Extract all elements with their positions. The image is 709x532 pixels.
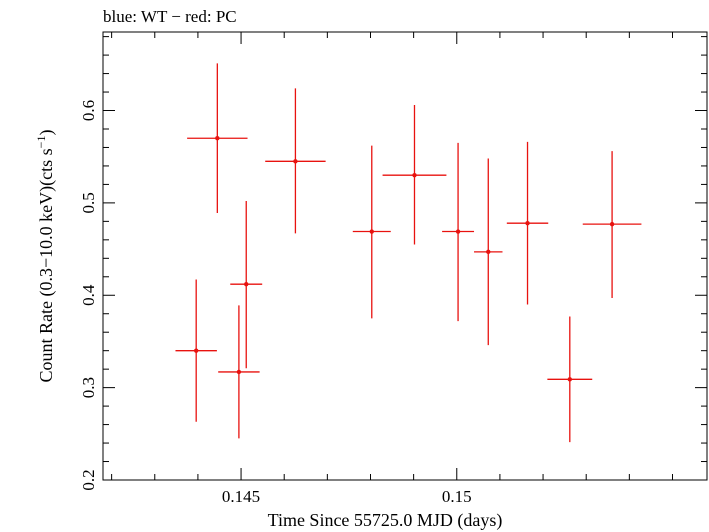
axis-ticks — [103, 32, 707, 481]
data-point — [382, 104, 447, 245]
data-point — [474, 158, 503, 346]
point-marker — [412, 172, 417, 178]
y-tick-label: 0.2 — [79, 469, 98, 490]
y-tick-label: 0.4 — [79, 284, 98, 306]
x-axis-label: Time Since 55725.0 MJD (days) — [268, 510, 503, 531]
data-series — [175, 63, 642, 443]
point-marker — [609, 221, 615, 227]
point-marker — [525, 221, 530, 226]
data-point — [175, 279, 217, 422]
data-point — [506, 141, 549, 305]
y-tick-label: 0.3 — [79, 377, 98, 398]
point-marker — [244, 281, 249, 287]
point-marker — [567, 377, 573, 382]
y-tick-label: 0.6 — [79, 100, 98, 121]
point-marker — [369, 229, 374, 234]
data-point — [582, 151, 642, 299]
data-point — [230, 201, 263, 369]
data-point — [187, 63, 248, 214]
point-marker — [236, 369, 242, 375]
data-point — [218, 305, 260, 439]
y-axis-label: Count Rate (0.3−10.0 keV)(cts s−1) — [34, 130, 57, 383]
chart-title: blue: WT − red: PC — [103, 7, 237, 26]
data-point — [547, 316, 593, 443]
x-tick-label: 0.145 — [222, 487, 260, 506]
point-marker — [293, 159, 298, 164]
x-tick-label: 0.15 — [442, 487, 472, 506]
data-point — [352, 145, 391, 319]
point-marker — [193, 348, 199, 353]
point-marker — [486, 249, 491, 255]
plot-frame — [102, 31, 708, 481]
data-point — [442, 142, 475, 322]
y-tick-label: 0.5 — [79, 192, 98, 213]
axis-tick-labels: 0.145 0.15 0.2 0.3 0.4 0.5 0.6 — [79, 100, 472, 506]
data-point — [265, 88, 326, 234]
point-marker — [455, 229, 461, 234]
point-marker — [215, 136, 220, 141]
